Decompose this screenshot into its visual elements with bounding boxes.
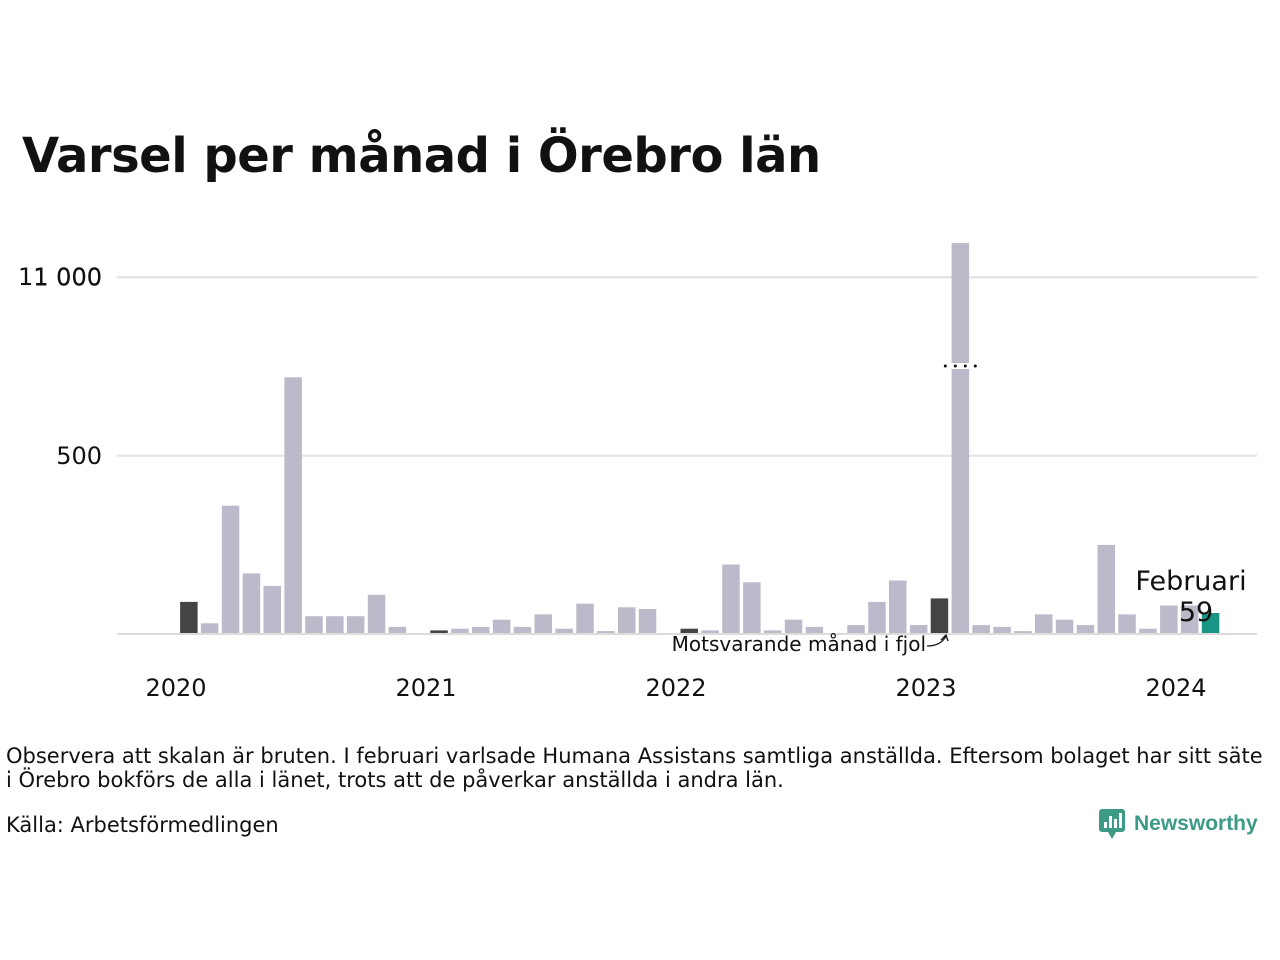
bar-2020-05 [242,573,261,634]
bar-2022-03 [701,630,719,634]
previous-year-annotation: Motsvarande månad i fjol [672,632,926,656]
bar-2024-01 [1160,605,1178,634]
bar-2022-07 [784,619,803,634]
bar-2021-09 [576,603,594,634]
break-dot [963,364,967,368]
bar-2024-03 [1201,613,1220,634]
bar-2022-06 [763,630,782,634]
break-gap [949,363,972,369]
x-axis-ticks: 2020 2021 2022 2023 2024 [145,674,1206,702]
annotation-arrow-head [940,633,949,642]
newsworthy-logo[interactable]: Newsworthy [1098,808,1258,840]
bar-2023-08 [1055,619,1074,634]
break-dot [953,364,957,368]
bar-2023-05 [993,626,1011,634]
chart-note: Observera att skalan är bruten. I februa… [6,744,1263,792]
x-tick-label: 2020 [145,674,206,702]
bar-2023-03 [951,243,970,634]
bar-2021-02 [430,630,448,634]
gridlines [117,276,1257,457]
current-value-label: 59 [1179,597,1213,628]
y-tick-label: 1 000 [33,264,102,292]
bar-2023-11 [1118,614,1136,634]
brand-name: Newsworthy [1134,812,1258,835]
bar-2024-02 [1180,605,1199,634]
bar-2021-03 [451,628,469,634]
bar-2021-06 [513,626,532,634]
y-tick-label: 11 000 [18,263,102,291]
bar-2020-09 [326,616,344,634]
bar-2020-06 [263,585,281,634]
bar-2022-08 [805,626,824,634]
x-tick-label: 2022 [645,674,706,702]
x-tick-label: 2023 [895,674,956,702]
newsworthy-logo-icon [1099,809,1125,839]
bar-2023-07 [1035,614,1053,634]
scale-break-marker [943,363,977,369]
bar-2021-08 [555,628,573,634]
bar-2022-05 [743,582,761,634]
x-tick-label: 2021 [395,674,456,702]
bar-2020-12 [388,626,407,634]
bar-2020-10 [346,616,365,634]
bar-2020-08 [305,616,323,634]
bar-2020-03 [200,623,219,634]
bars [180,243,1220,634]
x-tick-label: 2024 [1145,674,1206,702]
bar-2022-04 [722,564,740,634]
bar-2021-11 [618,607,636,634]
bar-2020-07 [284,377,302,634]
current-month-label: Februari [1135,566,1246,597]
source-line: Källa: Arbetsförmedlingen [6,813,279,837]
bar-2020-04 [221,505,240,634]
bar-2020-11 [367,594,386,634]
bar-2023-09 [1076,625,1095,634]
bar-2021-12 [638,609,657,634]
chart-title: Varsel per månad i Örebro län [22,128,821,184]
bar-2020-02 [180,601,198,634]
y-tick-label: 500 [56,442,102,470]
bar-2023-04 [972,625,990,634]
bar-2021-10 [597,631,615,634]
bar-2022-02 [680,628,698,634]
annotation-arrow [926,635,947,647]
break-dot [943,364,947,368]
bar-2023-12 [1139,628,1157,634]
bar-2021-07 [534,614,552,634]
bar-2021-04 [472,626,490,634]
bar-2021-05 [492,619,511,634]
break-dot [973,364,977,368]
bar-2023-06 [1014,631,1032,634]
bar-2022-12 [889,580,907,634]
bar-2023-02 [930,598,949,634]
annotations: Motsvarande månad i fjol Februari 59 [672,566,1247,656]
bar-2023-10 [1097,544,1115,634]
bar-2022-11 [868,601,886,634]
bar-2023-01 [909,625,928,634]
bar-2022-10 [847,625,865,634]
